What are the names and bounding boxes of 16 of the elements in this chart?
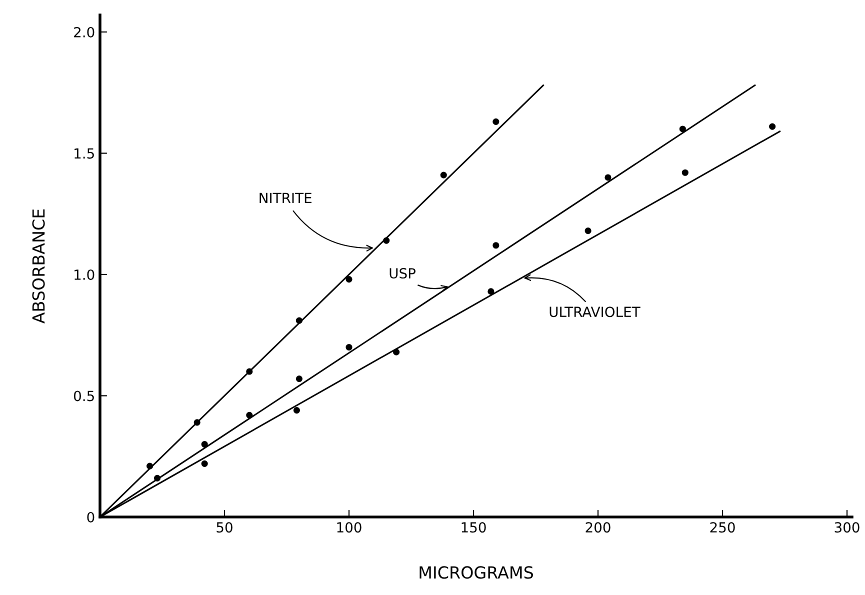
annotation: NITRITE <box>260 192 312 204</box>
y-tick-label: 0 <box>87 512 94 522</box>
y-tick-label: 1.0 <box>74 269 94 280</box>
y-tick-label: 0.5 <box>74 390 94 402</box>
x-axis-title: MICROGRAMS <box>420 566 533 579</box>
x-tick-label: 250 <box>710 522 735 533</box>
annotation: USP <box>390 268 416 279</box>
y-tick-label: 1.5 <box>74 148 94 159</box>
x-tick-label: 150 <box>462 522 486 533</box>
x-tick-label: 300 <box>834 522 860 533</box>
y-axis-title: ABSORBANCE <box>32 209 45 324</box>
y-tick-label: 2.0 <box>74 26 94 38</box>
x-tick-label: 50 <box>216 522 232 533</box>
x-tick-label: 100 <box>337 522 362 533</box>
x-tick-label: 200 <box>586 522 610 533</box>
annotation: ULTRAVIOLET <box>550 306 640 318</box>
